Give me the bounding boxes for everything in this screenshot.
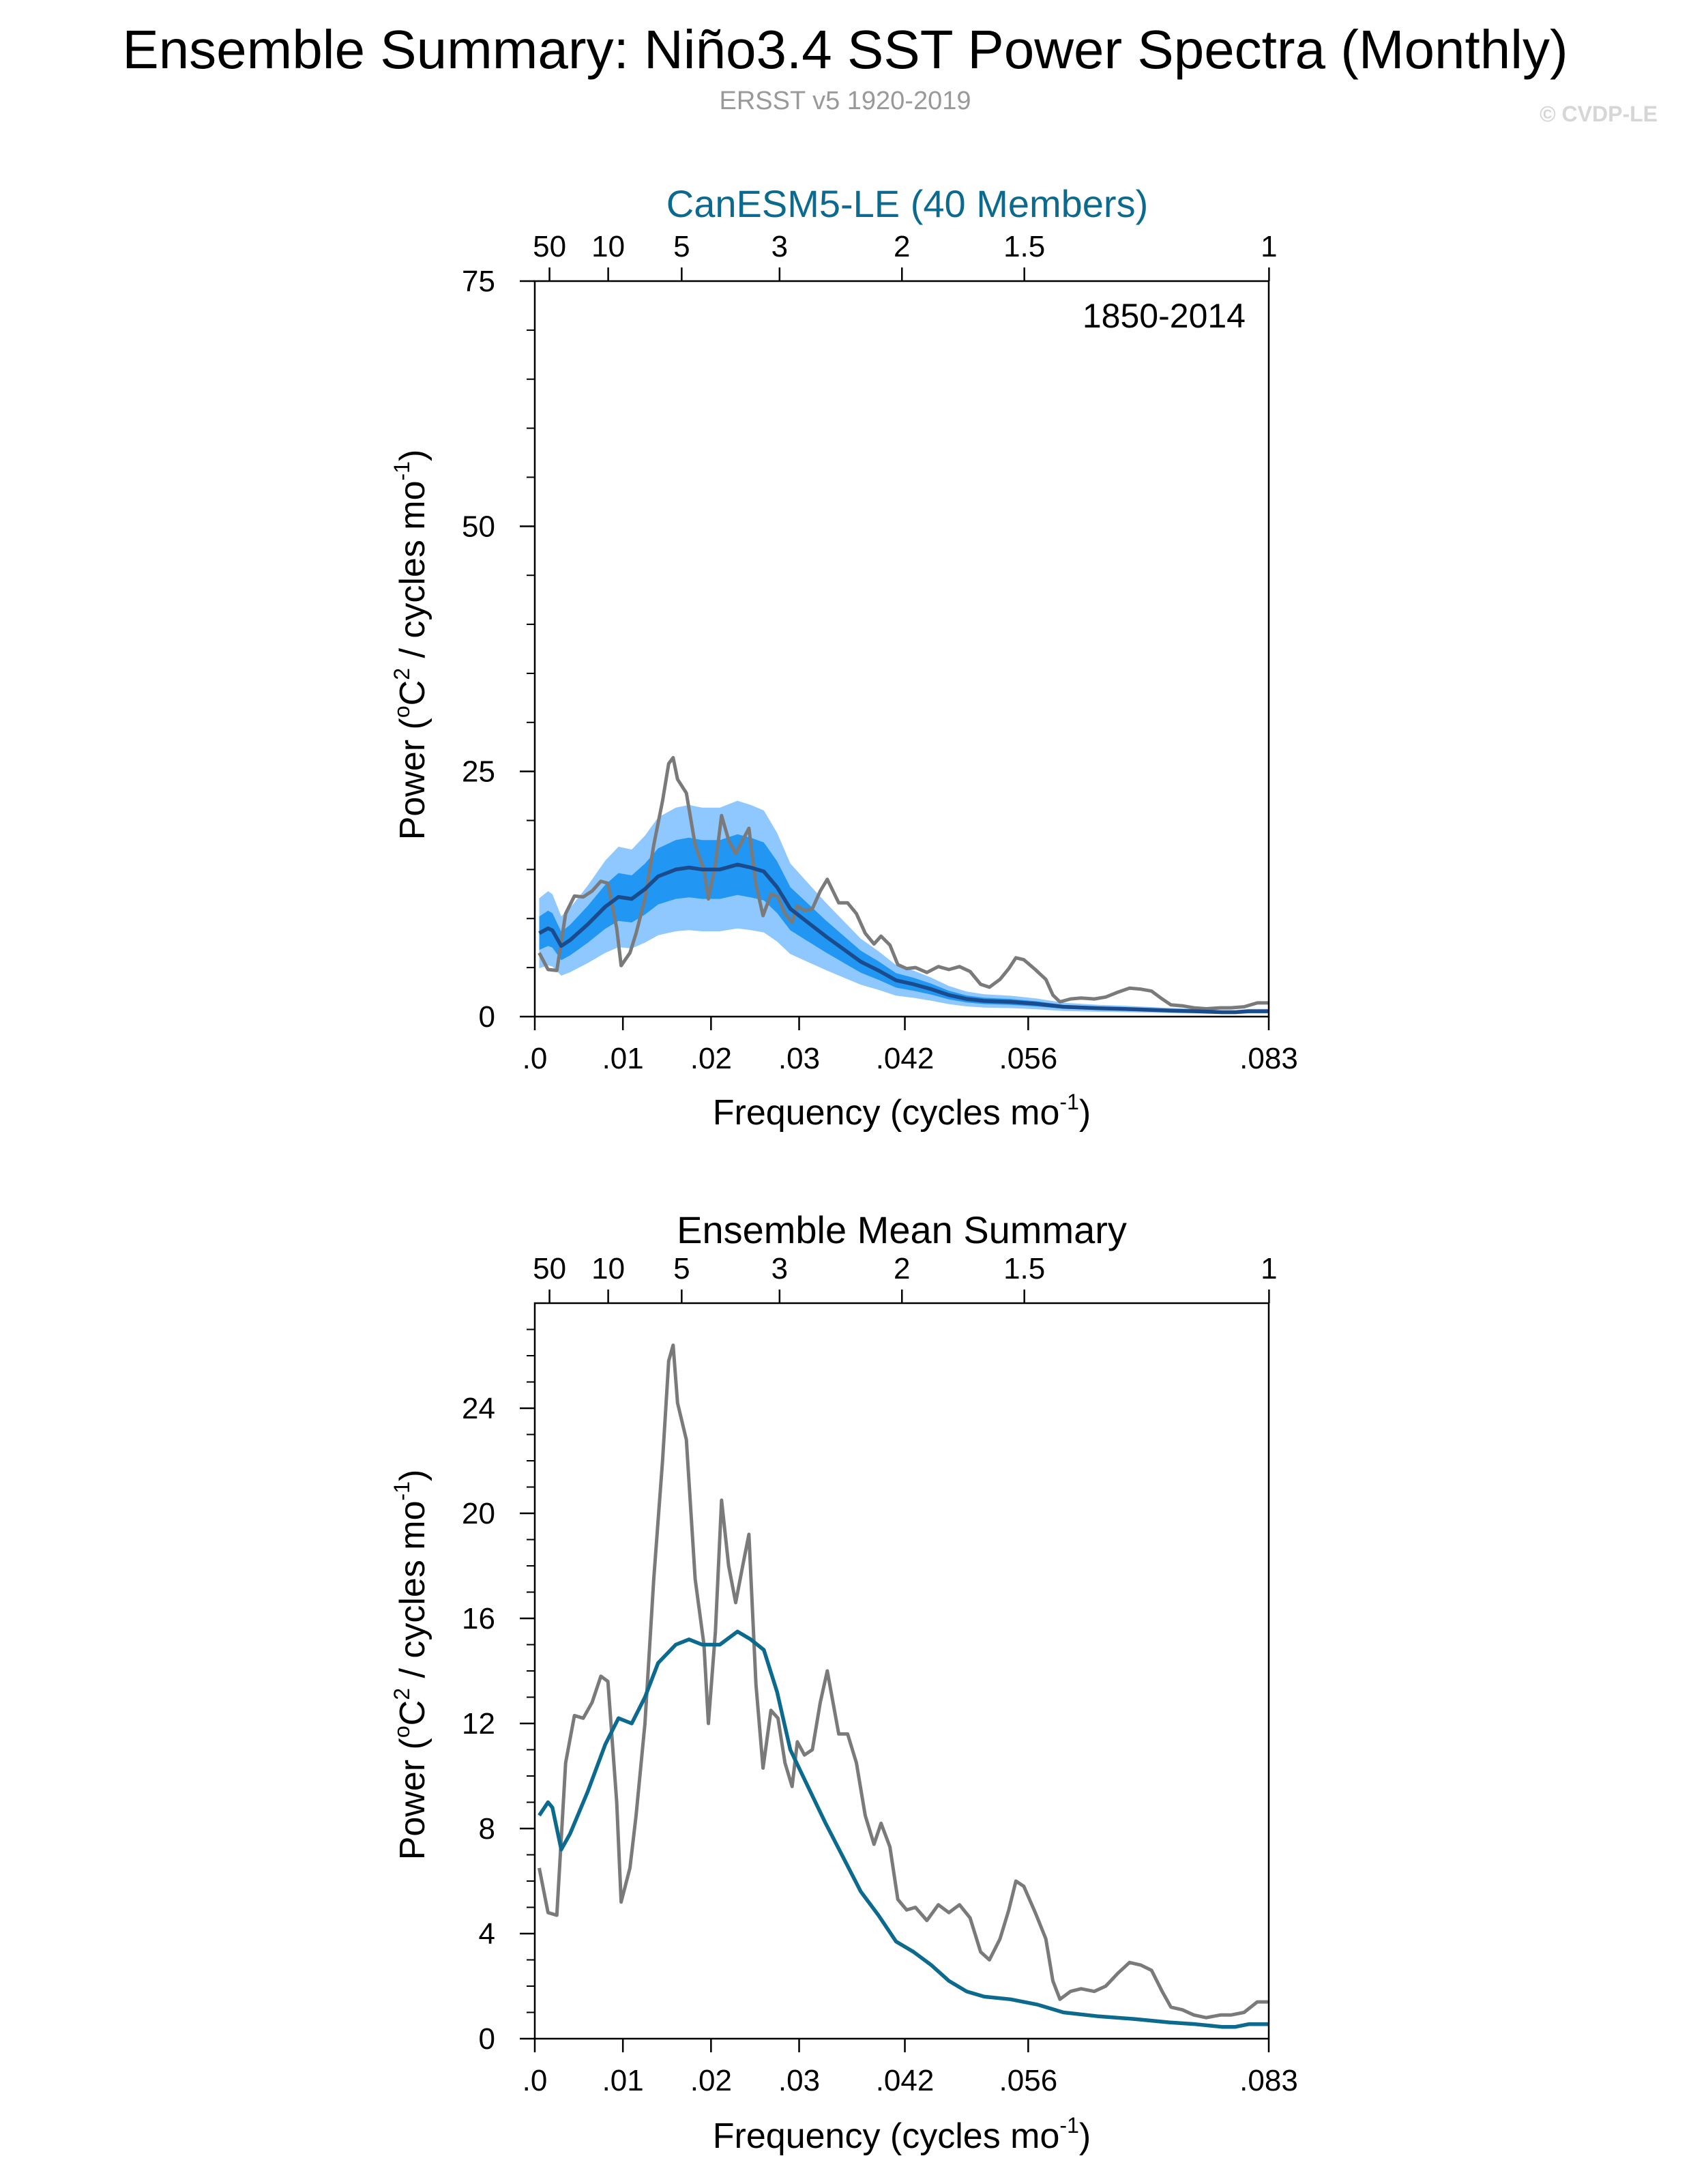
spread-y-tick-labels: 0 25 50 75 [462, 265, 495, 1034]
figure-subtitle: ERSST v5 1920-2019 [720, 87, 971, 115]
spread-x-tick-labels: .0 .01 .02 .03 .042 .056 .083 [523, 1042, 1298, 1075]
y-label-sup: -1 [389, 1481, 414, 1500]
top-axis-label: 5 [673, 1252, 690, 1285]
top-axis-label: 3 [771, 1252, 788, 1285]
x-tick-label: .083 [1239, 2064, 1298, 2097]
x-tick-label: .042 [876, 1042, 935, 1075]
mean-top-axis-labels: 50 10 5 3 2 1.5 1 [533, 1252, 1278, 1285]
x-label-end: ) [1079, 2116, 1091, 2156]
period-label: 1850-2014 [1083, 297, 1246, 335]
y-tick-label: 25 [462, 755, 495, 789]
y-tick-label: 4 [479, 1917, 495, 1951]
y-label-sup: o [389, 705, 414, 718]
spread-panel-title: CanESM5-LE (40 Members) [666, 182, 1148, 225]
y-label-part: ) [393, 450, 432, 461]
x-tick-label: .02 [690, 1042, 732, 1075]
top-axis-label: 50 [533, 1252, 566, 1285]
x-tick-label: .0 [523, 1042, 548, 1075]
y-label-sup: o [389, 1726, 414, 1738]
x-label-end: ) [1079, 1093, 1091, 1133]
spread-x-axis-label: Frequency (cycles mo-1) [713, 1090, 1091, 1133]
x-tick-label: .03 [778, 1042, 820, 1075]
observed-series-line [538, 756, 1269, 1010]
x-label-sup: -1 [1059, 2113, 1078, 2138]
y-tick-label: 0 [479, 2022, 495, 2056]
y-tick-label: 50 [462, 510, 495, 543]
mean-y-axis-label: Power (oC2 / cycles mo-1) [389, 1470, 432, 1861]
y-label-part: Power ( [393, 1737, 432, 1860]
model-series-line [538, 1629, 1269, 2029]
mean-x-tick-labels: .0 .01 .02 .03 .042 .056 .083 [523, 2064, 1298, 2097]
copyright-text: © CVDP-LE [1540, 102, 1658, 126]
top-axis-label: 10 [591, 1252, 625, 1285]
y-tick-label: 8 [479, 1812, 495, 1846]
x-tick-label: .01 [602, 1042, 644, 1075]
mean-y-tick-labels: 0 4 8 12 16 20 24 [462, 1392, 495, 2056]
x-label-text: Frequency (cycles mo [713, 1093, 1060, 1133]
spread-panel: CanESM5-LE (40 Members) 1850-2014 025507… [389, 182, 1298, 1133]
top-axis-label: 1 [1261, 1252, 1277, 1285]
x-tick-label: .042 [876, 2064, 935, 2097]
y-label-sup: 2 [389, 1688, 414, 1700]
spread-lines [538, 756, 1269, 1015]
mean-axes [520, 1290, 1270, 2052]
spread-band-inner [539, 834, 1269, 1013]
y-label-part: Power ( [393, 717, 432, 840]
observed-series-line [538, 1343, 1269, 2020]
svg-text:Power (oC2 / cycles mo-1): Power (oC2 / cycles mo-1) [389, 450, 432, 841]
svg-text:Frequency (cycles mo-1): Frequency (cycles mo-1) [713, 2113, 1091, 2156]
x-tick-label: .056 [999, 1042, 1058, 1075]
spread-axes [520, 267, 1270, 1030]
y-tick-label: 12 [462, 1707, 495, 1741]
figure-title: Ensemble Summary: Niño3.4 SST Power Spec… [122, 19, 1568, 80]
x-tick-label: .056 [999, 2064, 1058, 2097]
y-tick-label: 0 [479, 1000, 495, 1034]
svg-text:Frequency (cycles mo-1): Frequency (cycles mo-1) [713, 1090, 1091, 1133]
top-axis-label: 50 [533, 230, 566, 263]
y-tick-label: 24 [462, 1392, 495, 1425]
x-label-text: Frequency (cycles mo [713, 2116, 1060, 2156]
top-axis-label: 2 [894, 230, 910, 263]
top-axis-label: 1 [1261, 230, 1277, 263]
mean-lines [538, 1343, 1269, 2029]
top-axis-label: 3 [771, 230, 788, 263]
svg-text:Power (oC2 / cycles mo-1): Power (oC2 / cycles mo-1) [389, 1470, 432, 1861]
mean-x-axis-label: Frequency (cycles mo-1) [713, 2113, 1091, 2156]
x-tick-label: .03 [778, 2064, 820, 2097]
y-label-part: / cycles mo [393, 1500, 432, 1688]
x-tick-label: .083 [1239, 1042, 1298, 1075]
model-series-line [538, 862, 1269, 1015]
y-tick-label: 20 [462, 1497, 495, 1530]
x-tick-label: .0 [523, 2064, 548, 2097]
x-label-sup: -1 [1059, 1090, 1078, 1114]
top-axis-label: 1.5 [1003, 230, 1045, 263]
y-label-part: / cycles mo [393, 480, 432, 668]
x-tick-label: .02 [690, 2064, 732, 2097]
y-label-sup: 2 [389, 668, 414, 680]
plot-frame [533, 1302, 1270, 2040]
top-axis-label: 10 [591, 230, 625, 263]
y-label-part: ) [393, 1470, 432, 1481]
y-tick-label: 16 [462, 1602, 495, 1635]
top-axis-label: 5 [673, 230, 690, 263]
y-label-sup: -1 [389, 461, 414, 480]
top-axis-label: 1.5 [1003, 1252, 1045, 1285]
y-label-part: C [393, 1700, 432, 1726]
spread-bands [539, 800, 1269, 1015]
mean-panel-title: Ensemble Mean Summary [677, 1208, 1127, 1251]
spread-top-axis-labels: 50 10 5 3 2 1.5 1 [533, 230, 1278, 263]
spread-y-axis-label: Power (oC2 / cycles mo-1) [389, 450, 432, 841]
x-tick-label: .01 [602, 2064, 644, 2097]
y-tick-label: 75 [462, 265, 495, 298]
y-label-part: C [393, 680, 432, 706]
top-axis-label: 2 [894, 1252, 910, 1285]
